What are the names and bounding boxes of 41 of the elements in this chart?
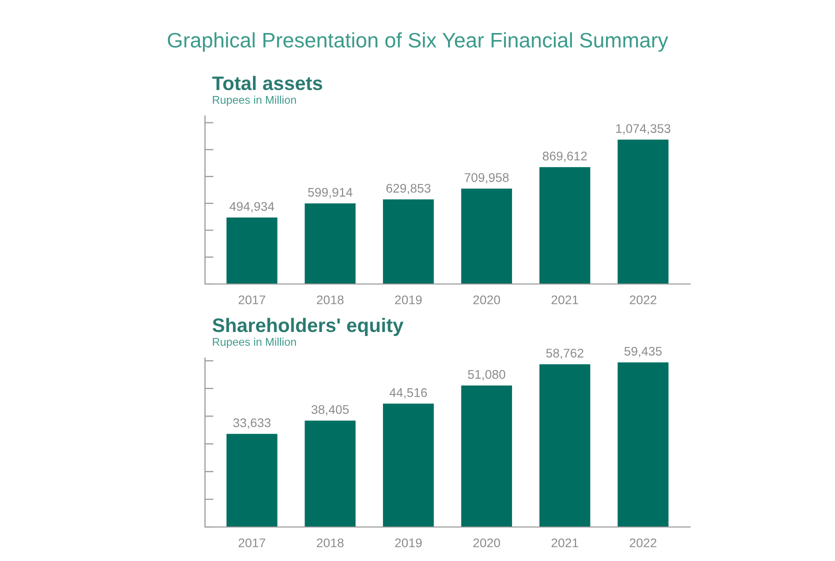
chart-title: Shareholders' equity bbox=[212, 318, 404, 336]
bar bbox=[382, 199, 434, 284]
chart-title: Total assets bbox=[212, 76, 322, 90]
bar bbox=[618, 140, 668, 284]
data-label: 1,074,353 bbox=[616, 124, 670, 134]
x-tick-label: 2018 bbox=[316, 538, 344, 548]
bar bbox=[382, 404, 434, 527]
x-tick-label: 2022 bbox=[630, 538, 656, 548]
data-label: 494,934 bbox=[230, 202, 274, 212]
text: Graphical Presentation of Six Year Financial Summary bbox=[168, 32, 668, 52]
x-tick-label: 2017 bbox=[238, 538, 266, 548]
bar bbox=[539, 167, 590, 284]
data-label: 709,958 bbox=[464, 173, 509, 184]
bar bbox=[461, 188, 512, 284]
bar bbox=[304, 420, 356, 527]
data-label: 44,516 bbox=[390, 388, 427, 399]
x-tick-label: 2018 bbox=[316, 295, 344, 304]
data-label: 51,080 bbox=[468, 370, 506, 380]
data-label: 38,405 bbox=[312, 405, 349, 416]
x-tick-label: 2019 bbox=[395, 295, 422, 304]
chart-subtitle: Rupees in Million bbox=[212, 338, 296, 348]
bar bbox=[461, 385, 512, 527]
data-label: 59,435 bbox=[624, 346, 662, 358]
x-tick-label: 2021 bbox=[552, 295, 578, 304]
x-tick-label: 2017 bbox=[238, 295, 266, 304]
data-label: 58,762 bbox=[546, 348, 584, 360]
x-tick-label: 2022 bbox=[630, 295, 656, 304]
data-label: 33,633 bbox=[233, 418, 271, 429]
bar bbox=[304, 203, 356, 284]
bar bbox=[618, 362, 668, 527]
bar bbox=[226, 217, 278, 284]
data-label: 629,853 bbox=[386, 184, 430, 194]
x-tick-label: 2020 bbox=[473, 538, 500, 548]
data-label: 869,612 bbox=[542, 152, 587, 162]
chart-subtitle: Rupees in Million bbox=[212, 96, 296, 106]
x-tick-label: 2019 bbox=[395, 538, 422, 548]
bar bbox=[539, 364, 590, 527]
bar bbox=[226, 434, 278, 527]
x-tick-label: 2020 bbox=[473, 295, 500, 304]
data-label: 599,914 bbox=[308, 188, 352, 198]
x-tick-label: 2021 bbox=[552, 538, 578, 548]
